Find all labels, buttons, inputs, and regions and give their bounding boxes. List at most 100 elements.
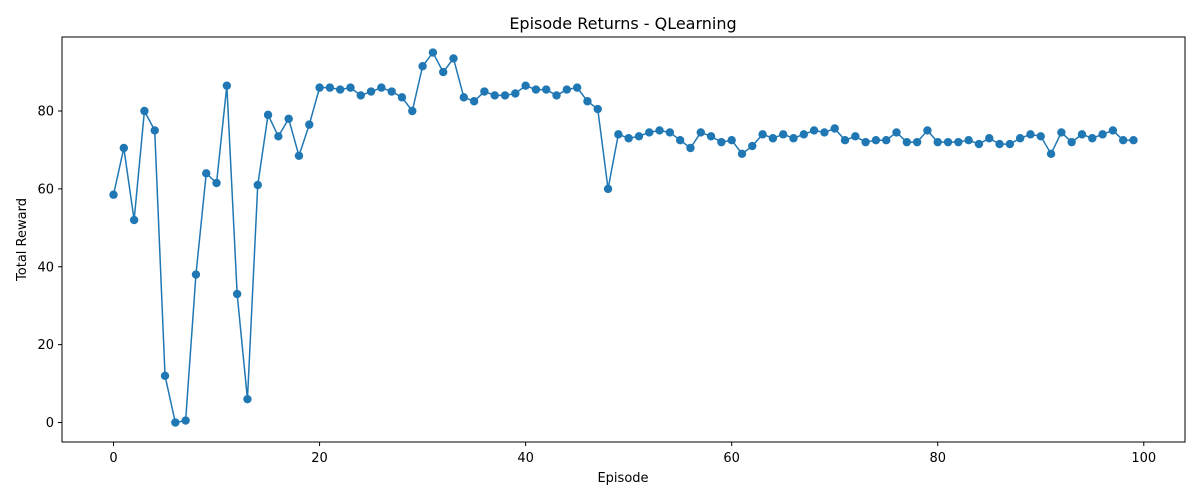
y-tick-label: 20 <box>37 338 54 353</box>
data-point <box>346 83 355 92</box>
data-point <box>675 136 685 145</box>
x-tick-label: 100 <box>1131 451 1156 466</box>
data-point <box>871 136 881 145</box>
data-point <box>212 178 221 188</box>
data-point <box>593 104 602 114</box>
y-tick-label: 0 <box>46 416 54 431</box>
data-point <box>160 371 170 380</box>
data-point <box>1118 136 1128 145</box>
x-tick-label: 40 <box>517 451 534 466</box>
data-point <box>408 106 417 116</box>
data-point <box>552 91 561 100</box>
data-point <box>943 137 953 147</box>
data-point <box>335 85 345 94</box>
data-point <box>181 416 190 425</box>
data-point <box>294 151 304 160</box>
data-point <box>717 137 726 147</box>
data-point <box>439 67 448 77</box>
data-point <box>820 128 829 137</box>
data-point <box>366 87 376 96</box>
data-point <box>1046 149 1056 159</box>
data-point <box>562 85 572 94</box>
data-point <box>1129 136 1138 145</box>
data-point <box>1067 137 1076 147</box>
data-point <box>624 134 633 143</box>
data-point <box>645 128 654 137</box>
data-point <box>325 83 335 92</box>
data-point <box>1108 126 1118 135</box>
data-point <box>119 143 129 153</box>
data-point <box>655 126 664 135</box>
data-point <box>232 289 242 299</box>
x-tick-label: 0 <box>109 451 117 466</box>
data-point <box>459 93 469 102</box>
data-point <box>727 136 736 145</box>
chart-title: Episode Returns - QLearning <box>509 14 736 33</box>
data-point <box>418 62 427 71</box>
data-point <box>253 180 262 190</box>
plot-area <box>109 48 1138 427</box>
data-point <box>665 128 675 137</box>
x-tick-label: 60 <box>723 451 740 466</box>
data-point <box>1057 128 1066 137</box>
data-point <box>449 54 458 63</box>
data-point <box>469 97 479 106</box>
data-point <box>150 126 159 135</box>
data-point <box>572 83 582 92</box>
data-point <box>129 215 139 225</box>
y-tick-label: 40 <box>37 260 54 275</box>
data-point <box>706 132 716 141</box>
data-point <box>315 83 324 92</box>
x-axis-label: Episode <box>597 471 648 486</box>
data-point <box>109 190 118 199</box>
data-point <box>861 137 870 147</box>
data-point <box>933 137 942 147</box>
data-point <box>964 136 973 145</box>
data-point <box>840 136 850 145</box>
data-point <box>480 87 489 96</box>
data-point <box>428 48 438 57</box>
data-point <box>995 139 1004 149</box>
data-point <box>1015 134 1025 143</box>
data-point <box>490 91 499 100</box>
data-point <box>243 394 252 404</box>
data-point <box>1036 132 1045 141</box>
data-point <box>1088 134 1097 143</box>
data-point <box>686 143 695 153</box>
data-point <box>1077 130 1087 139</box>
data-point <box>500 91 510 100</box>
plot-frame <box>61 36 1186 443</box>
data-point <box>263 110 273 120</box>
y-axis: 0 20 40 60 80 <box>37 104 62 431</box>
data-point <box>387 87 396 96</box>
data-point <box>542 85 551 94</box>
data-point <box>985 134 994 143</box>
data-point <box>696 128 705 137</box>
data-point <box>614 130 623 139</box>
data-point <box>1098 130 1107 139</box>
y-axis-label: Total Reward <box>15 198 30 282</box>
data-point <box>1026 130 1035 139</box>
data-point <box>851 132 860 141</box>
data-point <box>305 120 314 129</box>
data-point <box>284 114 293 123</box>
data-point <box>274 132 283 141</box>
data-point <box>954 137 963 147</box>
data-point <box>140 106 149 116</box>
data-point <box>356 91 365 100</box>
data-point <box>809 126 819 135</box>
data-point <box>222 81 232 90</box>
data-point <box>531 85 541 94</box>
data-point <box>830 124 839 133</box>
data-point <box>882 136 891 145</box>
data-point <box>521 81 530 90</box>
data-point <box>923 126 932 135</box>
data-point <box>171 418 180 427</box>
data-point <box>758 130 767 139</box>
data-point <box>634 132 644 141</box>
data-point <box>912 137 922 147</box>
y-tick-label: 60 <box>37 182 54 197</box>
y-tick-label: 80 <box>37 104 54 119</box>
data-point <box>397 93 407 102</box>
data-point <box>902 137 912 147</box>
